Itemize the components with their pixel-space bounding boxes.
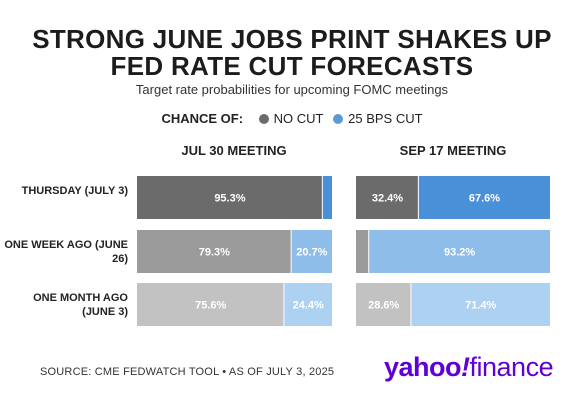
label-sep17-thursday-no-cut: 32.4% — [372, 193, 403, 205]
panel-title-sep17: SEP 17 MEETING — [399, 143, 507, 158]
legend: CHANCE OF: NO CUT 25 BPS CUT — [0, 111, 584, 126]
bar-sep17-one-month-ago-25bps-cut — [411, 283, 550, 326]
bar-sep17-one-month-ago-no-cut — [356, 283, 411, 326]
bar-jul30-one-month-ago-25bps-cut — [284, 283, 332, 326]
chart-title: STRONG JUNE JOBS PRINT SHAKES UP FED RAT… — [0, 26, 584, 80]
bar-jul30-one-week-ago-25bps-cut — [291, 230, 332, 273]
source-note: SOURCE: CME FEDWATCH TOOL • AS OF JULY 3… — [40, 366, 335, 378]
bar-sep17-one-week-ago-25bps-cut — [369, 230, 550, 273]
yahoo-finance-logo: yahoo!finance — [384, 352, 554, 383]
label-jul30-one-week-ago-no-cut: 79.3% — [199, 247, 230, 259]
logo-yahoo: yahoo — [384, 352, 462, 382]
logo-finance: finance — [469, 352, 554, 382]
bar-sep17-thursday-25bps-cut — [418, 176, 550, 219]
legend-item-no-cut: NO CUT — [273, 111, 324, 126]
bar-sep17-thursday-no-cut — [356, 176, 418, 219]
bar-jul30-one-week-ago-no-cut — [137, 230, 291, 273]
chart-title-line-1: STRONG JUNE JOBS PRINT SHAKES UP — [32, 24, 552, 54]
label-sep17-one-month-ago-25bps-cut: 71.4% — [465, 300, 496, 312]
row-label-one-week-ago: ONE WEEK AGO (JUNE 26) — [4, 239, 128, 265]
label-sep17-one-week-ago-25bps-cut: 93.2% — [444, 247, 475, 259]
label-sep17-thursday-25bps-cut: 67.6% — [469, 193, 500, 205]
label-jul30-one-month-ago-no-cut: 75.6% — [195, 300, 226, 312]
legend-swatch-no-cut — [258, 114, 269, 124]
panel-title-jul30: JUL 30 MEETING — [181, 143, 287, 158]
label-jul30-one-week-ago-25bps-cut: 20.7% — [296, 247, 327, 259]
logo-bang: ! — [461, 352, 470, 382]
label-jul30-thursday-no-cut: 95.3% — [214, 193, 245, 205]
legend-label: CHANCE OF: — [161, 111, 244, 126]
label-jul30-one-month-ago-25bps-cut: 24.4% — [293, 300, 324, 312]
chart-title-line-2: FED RATE CUT FORECASTS — [110, 51, 474, 81]
label-sep17-one-month-ago-no-cut: 28.6% — [368, 300, 399, 312]
bar-jul30-one-month-ago-no-cut — [137, 283, 284, 326]
row-label-thursday: THURSDAY (JULY 3) — [21, 185, 128, 197]
legend-item-25bps-cut: 25 BPS CUT — [348, 111, 423, 126]
bar-jul30-thursday-25bps-cut — [322, 176, 332, 219]
legend-swatch-25bps-cut — [333, 114, 344, 124]
chart-subtitle: Target rate probabilities for upcoming F… — [135, 82, 449, 97]
bar-sep17-one-week-ago-no-cut — [356, 230, 369, 273]
row-label-one-month-ago: ONE MONTH AGO (JUNE 3) — [33, 292, 128, 318]
bar-jul30-thursday-no-cut — [137, 176, 322, 219]
